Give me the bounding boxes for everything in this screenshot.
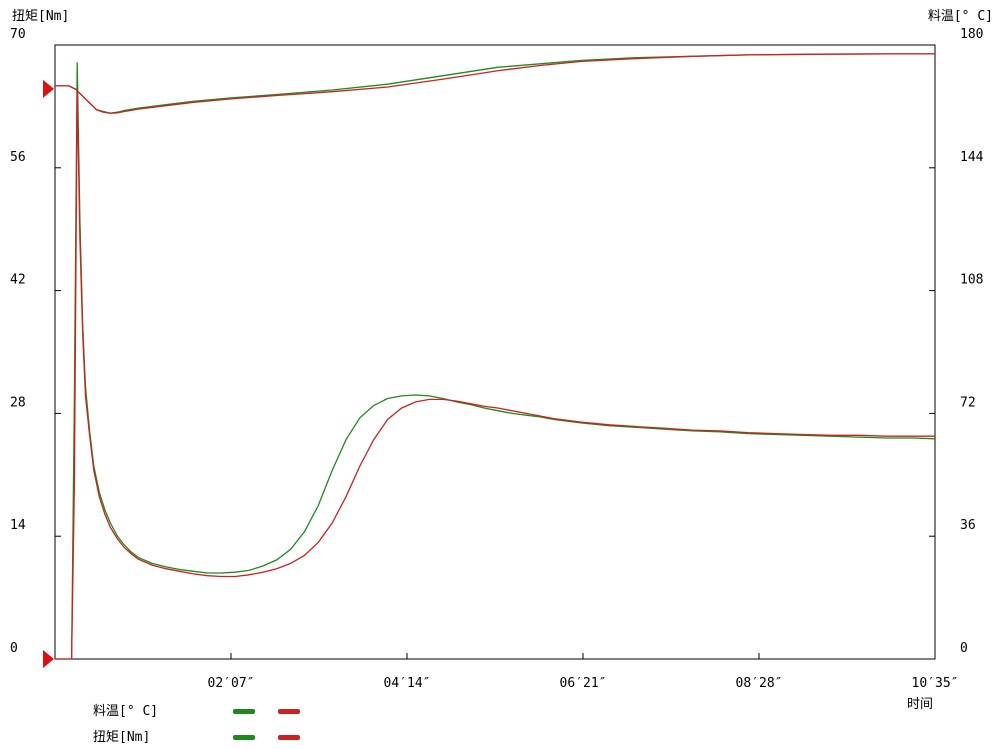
right-tick-label: 108 — [960, 273, 983, 288]
x-tick-label: 06′21″ — [560, 676, 607, 691]
right-tick-label: 144 — [960, 150, 984, 165]
legend-label-temperature: 料温[° C] — [93, 704, 159, 719]
left-tick-label: 0 — [10, 641, 18, 656]
right-tick-label: 72 — [960, 395, 976, 410]
left-axis-markers — [43, 79, 54, 668]
plot-frame — [54, 44, 936, 660]
x-tick-label: 02′07″ — [208, 676, 255, 691]
left-tick-label: 14 — [10, 518, 26, 533]
left-tick-label: 56 — [10, 150, 26, 165]
legend-label-torque: 扭矩[Nm] — [93, 730, 151, 745]
temperature-series-red — [55, 53, 935, 114]
series-layer — [55, 53, 936, 660]
right-axis-title: 料温[° C] — [928, 9, 993, 24]
left-tick-label: 42 — [10, 273, 26, 288]
x-tick-label: 10′35″ — [912, 676, 959, 691]
x-axis-title: 时间 — [907, 697, 933, 712]
left-tick-label: 70 — [10, 27, 26, 42]
right-tick-label: 0 — [960, 641, 968, 656]
legend-swatch-temperature-red — [278, 709, 300, 714]
x-axis: 02′07″ 04′14″ 06′21″ 08′28″ 10′35″ — [208, 653, 959, 691]
left-axis-title: 扭矩[Nm] — [12, 9, 69, 24]
legend-swatch-torque-green — [233, 735, 255, 740]
torque-series-red — [55, 88, 935, 660]
legend-swatch-torque-red — [278, 735, 300, 740]
legend-swatch-temperature-green — [233, 709, 255, 714]
left-axis: 0 14 28 42 56 70 — [10, 27, 61, 660]
left-tick-label: 28 — [10, 395, 26, 410]
axis-marker-triangle — [43, 79, 54, 98]
x-tick-label: 04′14″ — [384, 676, 431, 691]
right-axis: 0 36 72 108 144 180 — [929, 27, 984, 660]
axis-marker-triangle — [43, 650, 54, 668]
temperature-series-green — [55, 53, 935, 114]
torque-series-green — [55, 62, 936, 660]
right-tick-label: 180 — [960, 27, 983, 42]
right-tick-label: 36 — [960, 518, 976, 533]
x-tick-label: 08′28″ — [736, 676, 783, 691]
